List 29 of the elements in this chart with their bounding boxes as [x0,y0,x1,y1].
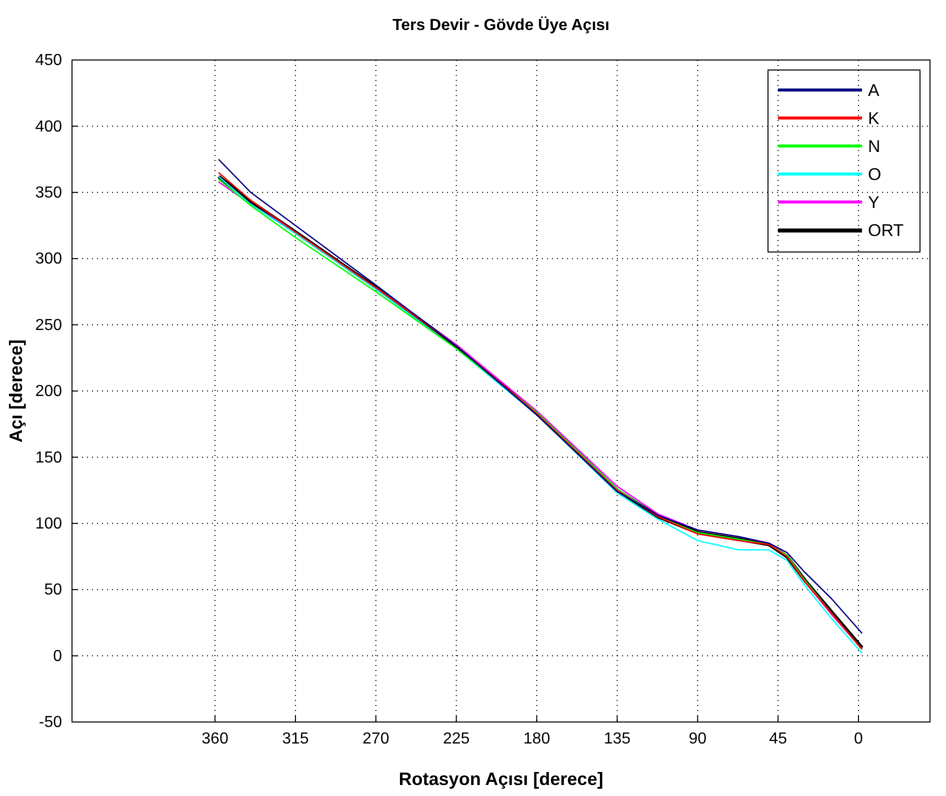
legend-label: A [868,81,880,100]
x-axis-title: Rotasyon Açısı [derece] [398,769,604,789]
y-tick-label: 350 [35,184,62,202]
y-tick-label: 450 [35,52,62,70]
legend-label: K [868,109,880,128]
y-tick-label: 250 [35,316,62,334]
legend-label: Y [868,193,880,212]
y-tick-label: 300 [35,250,62,268]
y-tick-label: 200 [35,383,62,400]
x-tick-label: 45 [769,730,788,748]
y-axis-title: Açı [derece] [6,339,26,443]
y-tick-label: 50 [44,582,62,599]
y-tick-label: 100 [35,516,62,533]
x-tick-label: 360 [202,730,228,748]
x-tick-label: 270 [362,730,390,748]
legend-label: O [868,165,882,184]
chart-title: Ters Devir - Gövde Üye Açısı [392,16,610,34]
x-tick-label: 180 [523,730,550,748]
x-tick-label: 315 [282,730,309,748]
x-tick-label: 135 [604,730,631,748]
x-tick-label: 90 [688,730,707,748]
legend-label: N [868,137,880,156]
y-tick-label: 0 [53,648,62,665]
x-tick-label: 225 [442,730,470,748]
y-tick-label: 150 [35,449,62,466]
y-tick-label: -50 [38,714,62,732]
x-tick-label: 0 [854,730,864,748]
legend-label: ORT [868,221,904,240]
y-tick-label: 400 [35,118,62,136]
